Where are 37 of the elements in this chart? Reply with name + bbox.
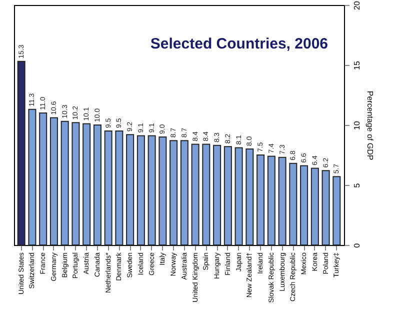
bar xyxy=(93,124,102,246)
bar xyxy=(310,168,319,246)
bar xyxy=(224,146,232,246)
bar xyxy=(170,140,178,246)
y-tick-label: 5 xyxy=(352,182,362,188)
bar xyxy=(148,135,156,246)
bar xyxy=(322,170,330,246)
bar xyxy=(104,130,112,246)
bar xyxy=(136,135,145,246)
bar xyxy=(256,154,265,246)
bar xyxy=(72,122,80,246)
y-tick-label: 15 xyxy=(352,60,362,70)
bar xyxy=(17,60,26,246)
bar xyxy=(289,162,298,246)
bar xyxy=(213,144,222,246)
y-axis-title: Percentage of GDP xyxy=(366,90,374,160)
bar xyxy=(60,120,69,246)
bar xyxy=(332,176,341,246)
bar xyxy=(202,144,210,246)
bar xyxy=(158,136,167,246)
bar xyxy=(28,108,36,246)
bar xyxy=(191,144,200,246)
bar xyxy=(82,123,91,246)
bar xyxy=(115,130,124,246)
bar xyxy=(300,165,308,246)
bar xyxy=(50,117,58,246)
bar xyxy=(39,112,48,246)
y-tick-label: 20 xyxy=(352,0,362,10)
y-tick-label: 10 xyxy=(352,120,362,130)
y-tick-label: 0 xyxy=(352,242,362,248)
bar xyxy=(267,156,276,246)
bar xyxy=(278,156,286,246)
text: Selected Countries, 2006 xyxy=(150,36,328,53)
bar xyxy=(246,148,254,246)
bar xyxy=(234,147,243,246)
bar xyxy=(126,134,134,246)
bar xyxy=(180,140,188,246)
